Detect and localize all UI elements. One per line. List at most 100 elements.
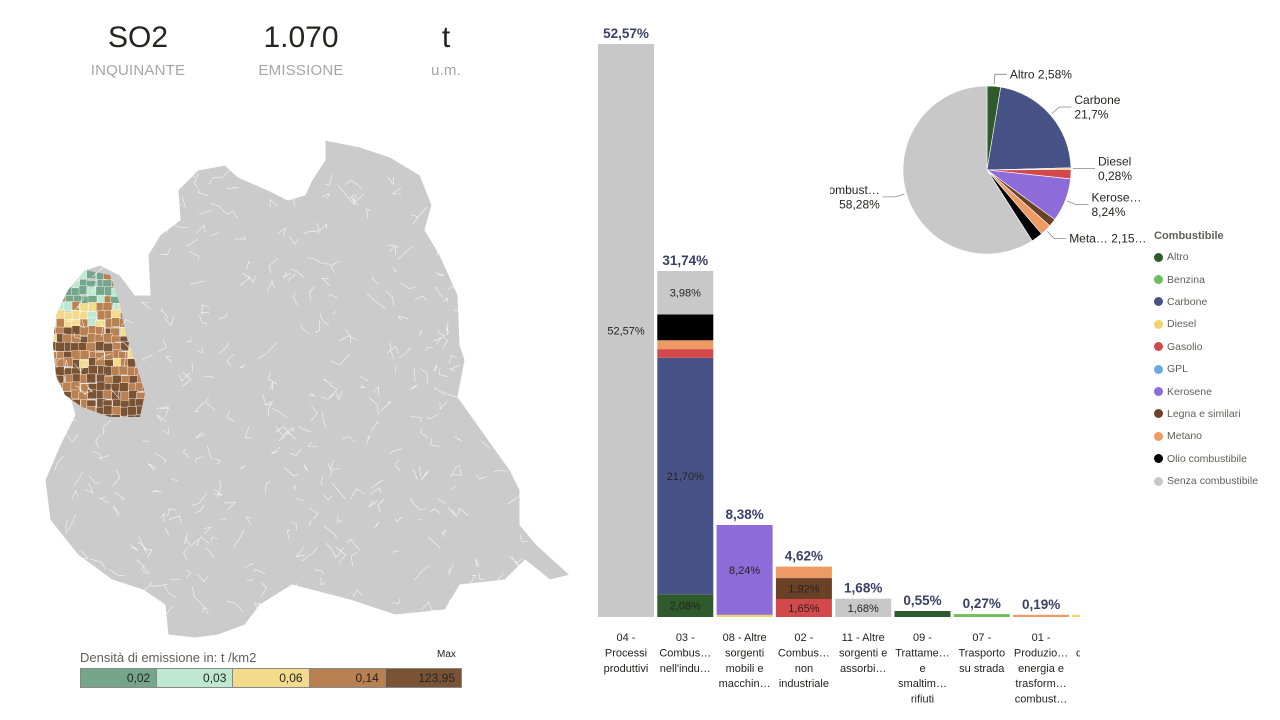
bar-segment[interactable] [953,614,1010,617]
bar-total-label: 0,55% [903,593,941,608]
category-label: 04 -Processi produttivi [604,632,649,675]
map-municipality-cell [121,416,131,417]
map-municipality-cell [62,286,72,296]
map-municipality-cell [53,319,57,329]
fuel-legend-item[interactable]: Diesel [1154,313,1258,335]
fuel-legend-item[interactable]: Olio combustibile [1154,448,1258,470]
fuel-legend-label: Carbone [1167,295,1208,308]
fuel-legend-item[interactable]: Carbone [1154,291,1258,313]
fuel-legend-item[interactable]: Altro [1154,246,1258,268]
legend-dot-icon [1154,275,1163,285]
emission-density-map[interactable] [40,135,580,645]
map-municipality-cell [96,381,106,392]
fuel-legend-item[interactable]: Benzina [1154,268,1258,290]
kpi-pollutant: SO2 INQUINANTE [68,18,208,79]
map-municipality-cell [110,309,121,320]
bar-segment-label: 2,08% [670,601,701,613]
bar-segment-label: 1,65% [788,603,819,615]
map-municipality-cell [95,341,105,351]
pie-slice[interactable] [902,85,1033,255]
map-municipality-cell [54,366,65,376]
fuel-legend-label: Benzina [1167,273,1205,286]
map-municipality-cell [57,423,66,432]
map-municipality-cell [134,285,144,296]
bar-segment[interactable] [657,357,714,595]
bar-segment[interactable] [775,578,832,599]
pie-slice-label: Kerose… 8,24% [1092,191,1142,220]
map-municipality-cell [88,365,98,375]
bar-segment[interactable] [657,271,714,315]
map-municipality-cell [86,373,96,384]
legend-dot-icon [1154,476,1163,486]
map-municipality-cell [54,286,64,296]
bar-segment[interactable] [657,340,714,350]
bar-segment[interactable] [835,598,892,617]
map-municipality-cell [87,389,97,400]
fuel-legend-item[interactable]: Kerosene [1154,380,1258,402]
map-municipality-cell [54,407,64,417]
map-legend-title: Densità di emissione in: t /km2 [80,650,257,665]
map-municipality-cell [54,392,65,402]
bar-total-label: 0,19% [1022,597,1060,612]
category-label: 11 - Altre sorgenti e assorbi… [839,632,887,675]
map-municipality-cell [71,325,82,335]
fuel-legend-label: Olio combustibile [1167,452,1247,465]
map-municipality-cell [62,405,73,416]
bar-segment-label: 8,24% [729,565,760,577]
bar-segment[interactable] [657,349,714,358]
bar-segment[interactable] [657,594,714,617]
category-label: 07 -Trasporto su strada [958,632,1005,675]
map-municipality-cell [71,270,81,274]
map-municipality-cell [55,309,65,319]
fuel-legend-label: Gasolio [1167,340,1203,353]
pie-leader-line [882,193,905,198]
bar-segment[interactable] [716,525,773,615]
map-municipality-cell [118,365,129,376]
fuel-legend-label: Metano [1167,430,1203,443]
kpi-emission-value: 1.070 [263,21,339,54]
map-municipality-cell [119,382,129,392]
legend-dot-icon [1154,409,1163,419]
sector-bar-chart[interactable]: 52,57% 52,57% 04 -Processi produttivi 2,08% 2… [590,0,1080,720]
map-municipality-cell [104,351,114,361]
kpi-pollutant-label: INQUINANTE [90,62,186,79]
bar-total-label: 31,74% [662,253,708,268]
fuel-legend-label: Altro [1167,251,1189,264]
map-municipality-cell [136,271,145,282]
bar-segment[interactable] [894,611,951,617]
bar-segment[interactable] [1013,614,1070,617]
map-municipality-cell [103,333,113,344]
bar-segment[interactable] [1072,614,1080,617]
fuel-legend-item[interactable]: Gasolio [1154,336,1258,358]
legend-dot-icon [1154,454,1163,464]
bar-segment[interactable] [775,599,832,617]
fuel-legend-item[interactable]: Senza combustibile [1154,470,1258,492]
fuel-legend: Combustibile Altro Benzina Carbone Diesel Ga… [1154,230,1258,492]
map-municipality-cell [53,413,58,417]
legend-bin-4: 0,14 [309,669,386,687]
kpi-unit-value: t [441,21,451,54]
bar-segment-label: 3,98% [670,288,701,300]
bar-segment[interactable] [775,566,832,578]
fuel-legend-item[interactable]: Legna e similari [1154,403,1258,425]
map-municipality-cell [56,414,66,417]
legend-bin-2: 0,03 [157,669,234,687]
kpi-unit: t u.m. [376,18,516,79]
bar-segment[interactable] [598,44,654,617]
fuel-legend-item[interactable]: GPL [1154,358,1258,380]
legend-dot-icon [1154,364,1163,374]
map-legend-bar: 0,02 0,03 0,06 0,14 123,95 [80,668,462,688]
pie-slice[interactable] [986,86,1072,171]
pie-leader-line [1046,231,1067,239]
pie-slice-label: Carbone 21,7% [1074,93,1120,122]
bar-segment[interactable] [716,614,773,617]
legend-bin-1: 0,02 [81,669,158,687]
fuel-pie-chart[interactable]: Altro 2,58%Carbone 21,7% Diesel 0,28% Kerose… [830,60,1150,280]
legend-dot-icon [1154,252,1163,262]
bar-segment[interactable] [657,314,714,341]
fuel-legend-item[interactable]: Metano [1154,425,1258,447]
fuel-legend-title: Combustibile [1154,230,1224,242]
lombardy-map[interactable] [40,135,580,645]
region-outline[interactable] [44,139,572,639]
map-municipality-cell [71,271,81,281]
